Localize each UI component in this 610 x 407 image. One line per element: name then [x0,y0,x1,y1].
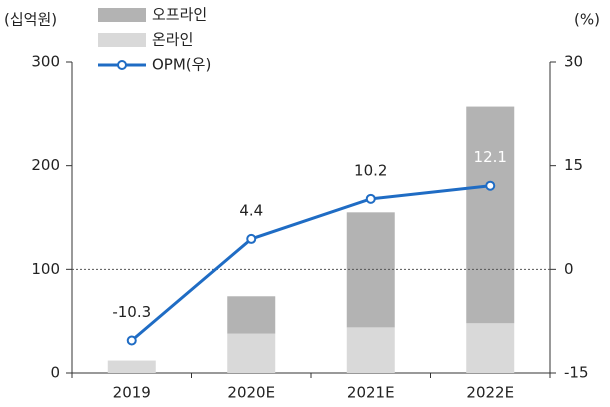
bar-segment [346,212,395,328]
data-label: -10.3 [112,303,151,321]
bar-segment [107,360,156,373]
legend-marker [117,60,127,70]
legend-label: 오프라인 [152,6,207,24]
legend-label: OPM(우) [152,56,211,74]
y2-tick-label: 15 [564,156,583,174]
y2-tick-label: 30 [564,53,583,71]
data-label: 12.1 [474,148,507,166]
x-tick-label: 2019 [113,384,151,402]
x-tick-label: 2022E [466,384,514,402]
y2-tick-label: 0 [564,260,574,278]
bar-segment [227,296,276,334]
marker [365,193,376,204]
marker [246,233,257,244]
y-tick-label: 300 [31,53,60,71]
bar-segment [346,327,395,373]
line [130,184,491,342]
y-tick-label: 100 [31,260,60,278]
x-tick-label: 2021E [347,384,395,402]
data-label: 4.4 [239,201,263,219]
y2-tick-label: -15 [564,364,589,382]
y-tick-label: 0 [50,364,60,382]
marker [126,335,137,346]
y2-axis-label: (%) [574,11,600,29]
bar-segment [466,106,515,324]
data-label: 10.2 [354,161,387,179]
marker [485,180,496,191]
y-axis-label: (십억원) [4,11,57,29]
legend-label: 온라인 [152,31,193,49]
y-tick-label: 200 [31,156,60,174]
legend-swatch [98,8,146,22]
x-tick-label: 2020E [227,384,275,402]
legend-swatch [98,33,146,47]
bar-segment [227,333,276,373]
bar-segment [466,323,515,373]
